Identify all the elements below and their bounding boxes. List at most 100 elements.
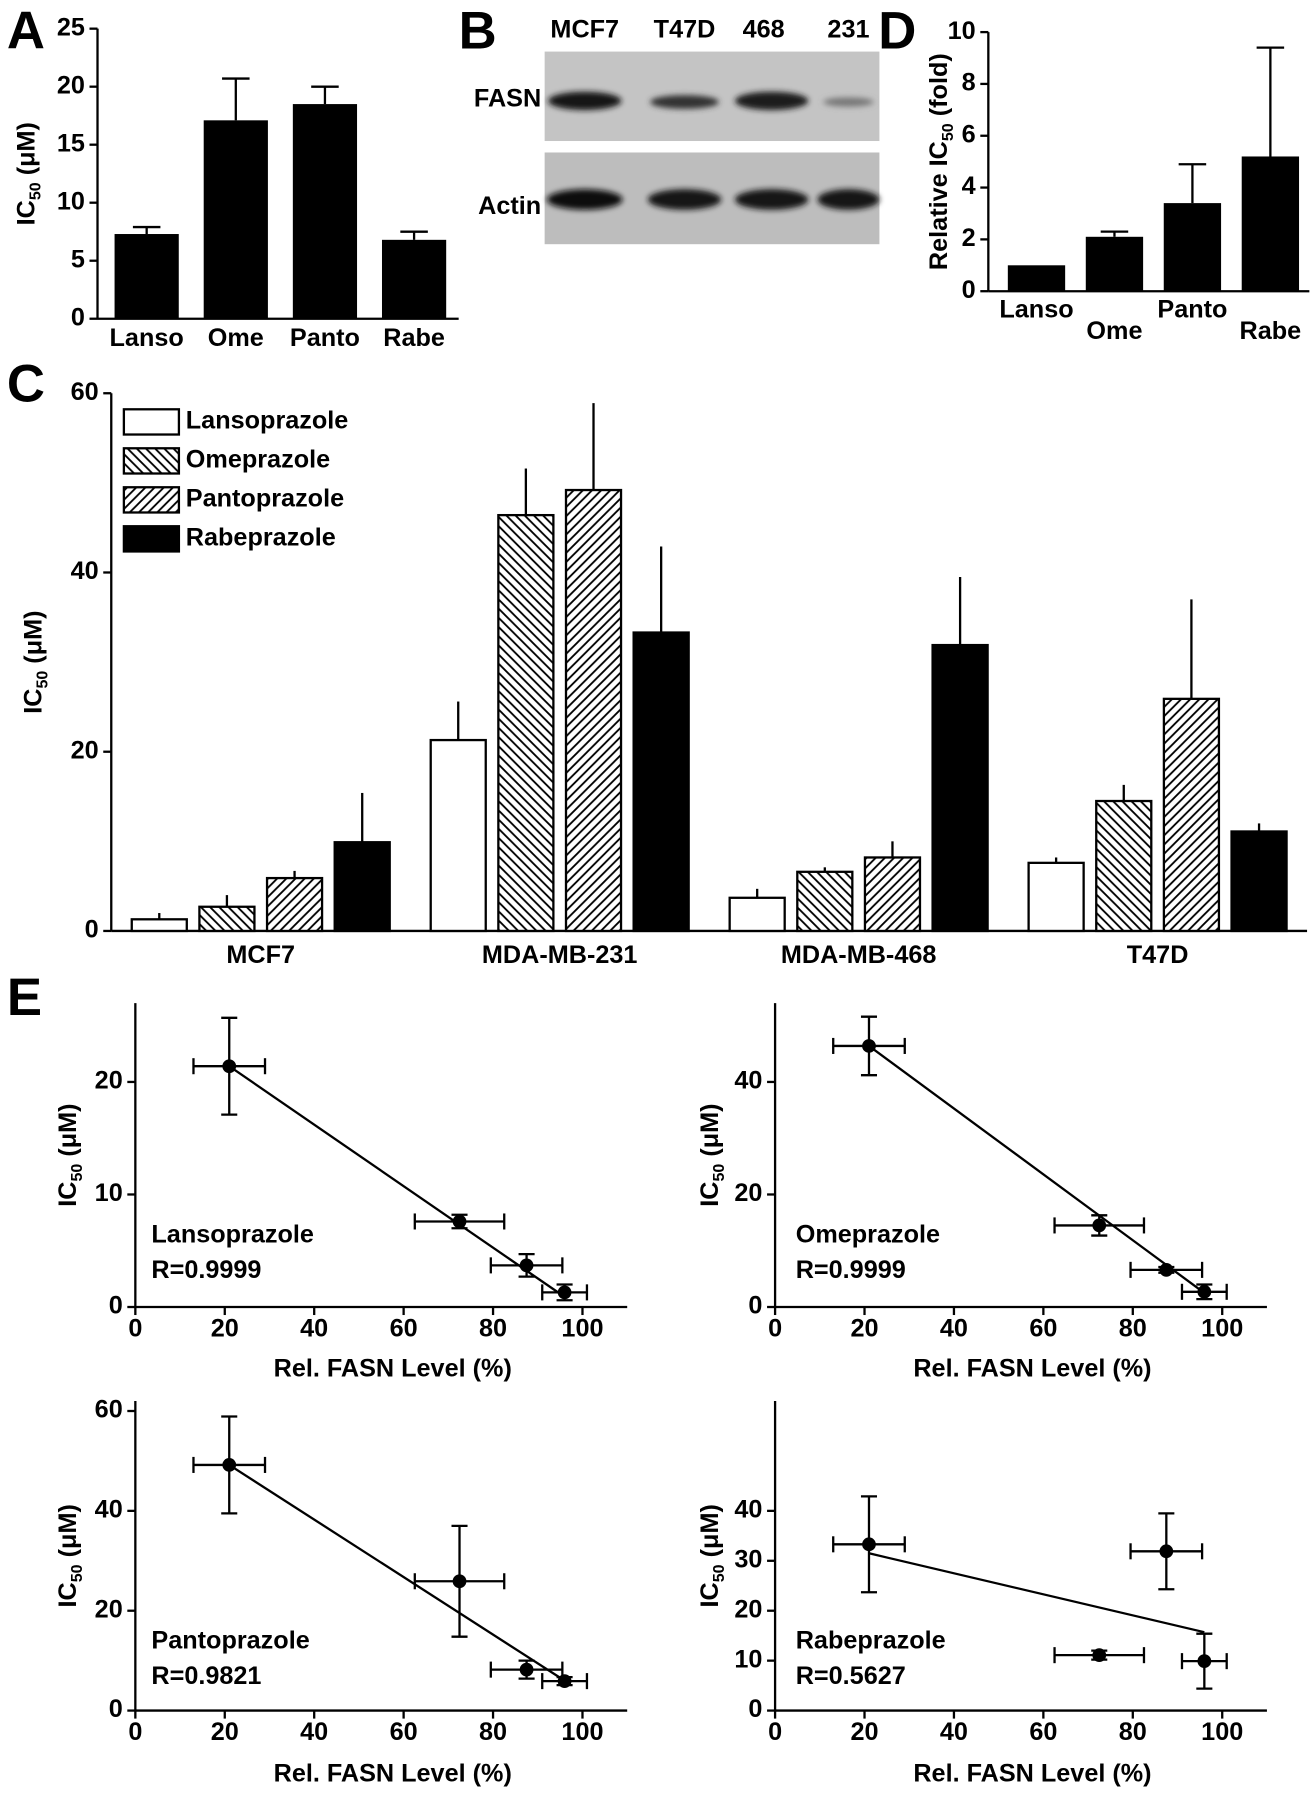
- x-tick-label: 100: [561, 1315, 603, 1343]
- y-axis-label: IC50 (μM): [696, 1504, 729, 1607]
- y-axis-label-part: 50: [34, 671, 52, 689]
- y-axis-label-part: (μM): [54, 1504, 82, 1564]
- bar: [198, 905, 256, 933]
- x-tick-label: 100: [561, 1718, 603, 1746]
- annotation: Pantoprazole: [151, 1626, 309, 1654]
- y-tick-label: 20: [71, 736, 99, 764]
- x-tick-label: 60: [390, 1315, 418, 1343]
- y-tick-label: 0: [748, 1695, 762, 1723]
- x-tick-label: 0: [128, 1315, 142, 1343]
- x-axis-label: Rel. FASN Level (%): [913, 1759, 1151, 1787]
- western-blot: MCF7 T47D 468 231 FASN Actin B: [459, 1, 880, 245]
- x-axis-label: Rel. FASN Level (%): [274, 1759, 512, 1787]
- y-axis-label-part: 50: [68, 1164, 86, 1182]
- fit-line: [868, 1045, 1206, 1294]
- bar: [1095, 799, 1153, 933]
- point: [1159, 1262, 1174, 1277]
- y-axis-label-part: (μM): [54, 1103, 82, 1163]
- y-tick-label: 10: [734, 1645, 762, 1673]
- y-tick-label: 0: [71, 303, 85, 331]
- x-tick-label: 80: [1119, 1718, 1147, 1746]
- bar: [796, 870, 854, 933]
- x-tick-label: 60: [390, 1718, 418, 1746]
- annotation: R=0.9999: [796, 1256, 906, 1284]
- bar: [1027, 861, 1085, 933]
- y-axis-label: IC50 (μM): [12, 122, 45, 225]
- y-axis-label-part: (μM): [19, 610, 47, 670]
- x-tick-label: Panto: [290, 324, 360, 352]
- y-axis-label-part: 50: [710, 1564, 728, 1582]
- lane-label: 468: [743, 16, 785, 44]
- row-label: Actin: [478, 192, 541, 220]
- fit-line: [228, 1463, 566, 1682]
- y-tick-label: 25: [57, 13, 85, 41]
- bar: [429, 738, 487, 933]
- x-tick-label: Rabe: [1240, 317, 1302, 345]
- blot-band: [548, 91, 622, 111]
- point: [452, 1574, 467, 1589]
- x-tick-label: Lanso: [999, 295, 1073, 323]
- point: [222, 1059, 237, 1074]
- lane-label: MCF7: [550, 16, 619, 44]
- y-axis-label: IC50 (μM): [54, 1504, 87, 1607]
- y-tick-label: 20: [734, 1179, 762, 1207]
- point: [222, 1458, 237, 1472]
- lane-label: 231: [827, 16, 869, 44]
- y-tick-label: 20: [57, 71, 85, 99]
- y-tick-label: 20: [95, 1595, 123, 1623]
- blot-band: [650, 95, 719, 109]
- y-tick-label: 0: [962, 276, 976, 304]
- x-tick-label: 100: [1201, 1718, 1243, 1746]
- y-tick-label: 10: [57, 187, 85, 215]
- panel-letter: E: [7, 968, 42, 1027]
- y-axis-label-part: IC: [696, 1182, 724, 1207]
- x-tick-label: 0: [768, 1718, 782, 1746]
- point: [519, 1258, 534, 1273]
- x-tick-label: 40: [940, 1315, 968, 1343]
- bar: [1163, 203, 1222, 292]
- bar: [333, 841, 391, 933]
- y-axis-label-part: IC: [12, 200, 40, 225]
- fit-line: [868, 1552, 1205, 1634]
- panel-letter: B: [459, 1, 497, 60]
- y-tick-label: 20: [734, 1595, 762, 1623]
- x-tick-label: 0: [768, 1315, 782, 1343]
- blot-band: [734, 189, 809, 210]
- x-tick-label: T47D: [1127, 941, 1189, 969]
- blot-band: [647, 189, 722, 210]
- y-tick-label: 10: [948, 17, 976, 45]
- x-tick-label: 40: [300, 1718, 328, 1746]
- bar: [632, 631, 690, 933]
- x-tick-label: 60: [1029, 1718, 1057, 1746]
- y-axis-label-part: 50: [27, 182, 45, 200]
- bar: [203, 120, 268, 319]
- bar: [265, 876, 324, 933]
- legend-swatch: [122, 525, 181, 553]
- bar: [863, 856, 922, 933]
- bar: [1085, 236, 1144, 292]
- legend-swatch: [122, 408, 181, 436]
- y-tick-label: 0: [85, 916, 99, 944]
- fit-line: [228, 1065, 566, 1298]
- annotation: R=0.9821: [151, 1662, 261, 1690]
- y-tick-label: 60: [71, 378, 99, 406]
- x-tick-label: 80: [1119, 1315, 1147, 1343]
- panel-letter: A: [7, 1, 45, 60]
- y-tick-label: 4: [962, 172, 976, 200]
- x-tick-label: 60: [1029, 1315, 1057, 1343]
- point: [1092, 1218, 1107, 1233]
- legend-label: Rabeprazole: [186, 524, 336, 552]
- y-axis-label-part: 50: [939, 123, 957, 141]
- y-tick-label: 40: [95, 1496, 123, 1524]
- y-axis-label-part: (μM): [696, 1504, 724, 1564]
- x-tick-label: MDA-MB-468: [781, 941, 937, 969]
- bar: [130, 918, 188, 933]
- point: [557, 1674, 572, 1688]
- x-tick-label: Panto: [1157, 295, 1227, 323]
- row-label: FASN: [474, 84, 541, 112]
- x-tick-label: 40: [940, 1718, 968, 1746]
- lane-label: T47D: [654, 16, 716, 44]
- y-axis-label-part: IC: [696, 1582, 724, 1607]
- legend-swatch: [122, 486, 181, 514]
